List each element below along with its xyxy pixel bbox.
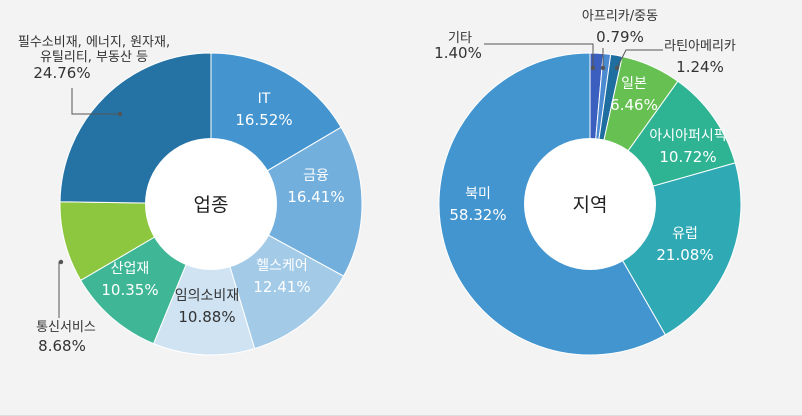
sector-slice-7-value: 24.76% [33,64,90,82]
sector-slice-6-leader-line [58,261,61,318]
sector-slice-4-label: 임의소비재 [175,288,239,304]
sector-slice-5-value: 10.35% [101,281,158,299]
sector-slice-7-label-line-1: 필수소비재, 에너지, 원자재, [18,35,170,50]
region-slice-2-value: 0.79% [596,28,644,46]
sector-slice-7-leader-dot [117,111,123,117]
region-slice-6-label: 유럽 [672,226,698,242]
sector-slice-3-label: 헬스케어 [256,258,308,274]
region-slice-2-leader-dot [600,65,606,71]
region-slice-3-label: 라틴아메리카 [664,39,736,54]
region-center-label: 지역 [573,194,608,216]
region-slice-3-leader-dot [614,65,620,71]
sector-slice-7-leader-line [71,88,120,115]
sector-slice-1-label: IT [258,91,271,107]
sector-slice-6-value: 8.68% [38,337,86,355]
region-slice-4-value: 6.46% [610,96,658,114]
sector-slice-4 [152,202,256,356]
region-donut [438,52,742,356]
sector-donut-hole [145,138,277,270]
region-slice-1-label: 기타 [448,31,472,46]
sector-slice-2-value: 16.41% [287,188,344,206]
region-slice-7-value: 58.32% [449,206,506,224]
region-slice-5-value: 10.72% [659,148,716,166]
region-slice-7-label: 북미 [465,186,491,202]
sector-center-label: 업종 [194,194,229,216]
region-slice-3-leader-line [616,49,663,69]
sector-slice-2 [209,126,363,277]
sector-slice-3-value: 12.41% [253,278,310,296]
region-slice-1-value: 1.40% [434,44,482,62]
region-slice-2-label: 아프리카/중동 [582,9,658,24]
region-slice-4-label: 일본 [621,76,647,92]
region-slice-6-value: 21.08% [656,246,713,264]
region-slice-1-leader-line [484,43,594,68]
sector-slice-4-value: 10.88% [178,308,235,326]
region-donut-hole [524,138,656,270]
sector-donut [59,52,363,356]
sector-slice-7-label-line-2: 유틸리티, 부동산 등 [40,50,148,65]
sector-slice-5-label: 산업재 [111,261,150,277]
sector-slice-1-value: 16.52% [235,111,292,129]
region-slice-5-label: 아시아퍼시픽 [649,128,726,144]
sector-slice-6-leader-dot [58,259,64,265]
sector-slice-6-label: 통신서비스 [36,320,96,335]
region-slice-1-leader-dot [590,65,596,71]
sector-slice-2-label: 금융 [303,168,329,184]
region-slice-3-value: 1.24% [676,58,724,76]
